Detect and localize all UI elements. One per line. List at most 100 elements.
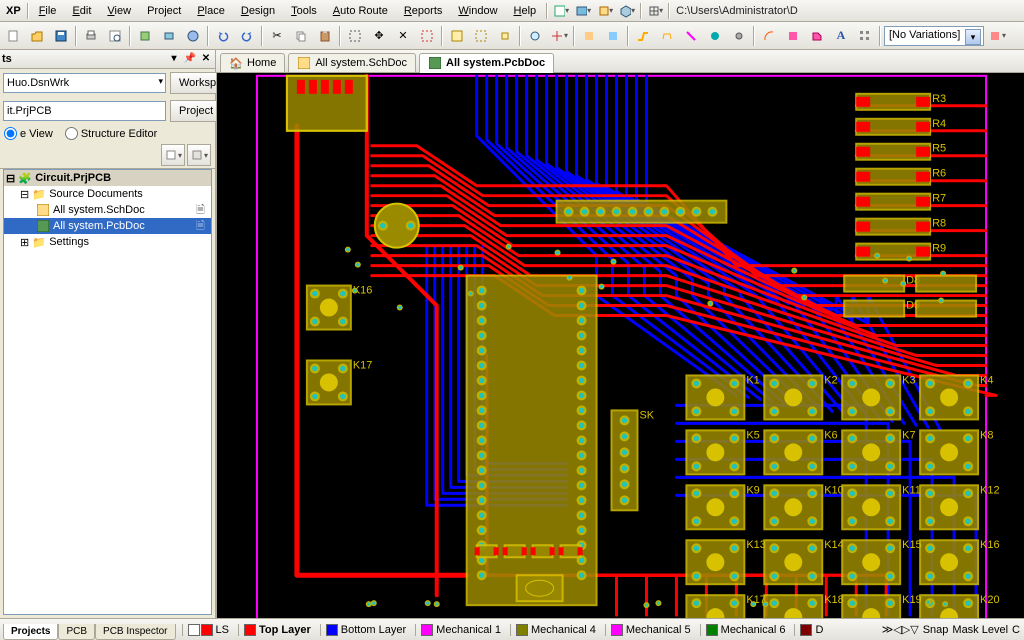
tool-explorer-icon[interactable] — [182, 25, 204, 47]
panel-dropdown-icon[interactable]: ▾ — [167, 52, 181, 66]
tool-fill-icon[interactable] — [782, 25, 804, 47]
tree-schdoc[interactable]: All system.SchDoc 🗎 — [4, 202, 211, 218]
tool-new-icon[interactable] — [2, 25, 24, 47]
tool-browse-icon[interactable] — [524, 25, 546, 47]
project-tree[interactable]: ⊟🧩 Circuit.PrjPCB ⊟📁 Source Documents Al… — [3, 169, 212, 615]
sb-mask[interactable]: Mask Level — [952, 624, 1008, 636]
panel-filter-icon[interactable] — [161, 144, 185, 166]
tab-schdoc[interactable]: All system.SchDoc — [288, 53, 416, 72]
menu-tools[interactable]: Tools — [283, 3, 325, 19]
dxp-button[interactable]: XP — [2, 3, 25, 19]
panel-close-icon[interactable]: ✕ — [199, 52, 213, 66]
tool-lib-icon[interactable] — [134, 25, 156, 47]
menu-place[interactable]: Place — [189, 3, 233, 19]
tool-preview-icon[interactable] — [104, 25, 126, 47]
menu-reports[interactable]: Reports — [396, 3, 451, 19]
tool-poly-icon[interactable] — [806, 25, 828, 47]
fileview-radio[interactable]: e View — [4, 127, 53, 140]
svg-text:R7: R7 — [932, 193, 946, 205]
tool-move-icon[interactable]: ✥ — [368, 25, 390, 47]
sb-snap[interactable]: Snap — [923, 624, 949, 636]
tool-grid-icon[interactable] — [647, 3, 663, 19]
status-tab-pcb[interactable]: PCB — [58, 624, 95, 640]
menu-view[interactable]: View — [99, 3, 139, 19]
tool-zoomarea-icon[interactable] — [470, 25, 492, 47]
tool-open-icon[interactable] — [26, 25, 48, 47]
svg-text:K19: K19 — [902, 594, 922, 606]
layer-tab[interactable]: Mechanical 1 — [415, 624, 506, 636]
menu-window[interactable]: Window — [450, 3, 505, 19]
tab-pcbdoc[interactable]: All system.PcbDoc — [419, 53, 554, 73]
project-button[interactable]: Project — [170, 100, 222, 122]
tool-cut-icon[interactable]: ✂ — [266, 25, 288, 47]
svg-text:R8: R8 — [932, 218, 946, 230]
tool-pad-icon[interactable] — [704, 25, 726, 47]
tool-fit-icon[interactable] — [446, 25, 468, 47]
svg-text:K1: K1 — [746, 374, 759, 386]
svg-text:K10: K10 — [824, 484, 844, 496]
tool-redo-icon[interactable] — [236, 25, 258, 47]
tree-source-folder[interactable]: ⊟📁 Source Documents — [4, 186, 211, 202]
tool-cross-icon[interactable] — [548, 25, 570, 47]
svg-text:K3: K3 — [902, 374, 915, 386]
status-bar: Projects PCB PCB Inspector LS Top LayerB… — [0, 618, 1024, 640]
status-tab-inspector[interactable]: PCB Inspector — [95, 624, 175, 640]
svg-text:K8: K8 — [980, 429, 993, 441]
tool-zoomsel-icon[interactable] — [494, 25, 516, 47]
tool-arc-icon[interactable] — [758, 25, 780, 47]
tool-altium2-icon[interactable] — [602, 25, 624, 47]
tree-settings[interactable]: ⊞📁 Settings — [4, 234, 211, 250]
tool-select-icon[interactable] — [344, 25, 366, 47]
menu-autoroute[interactable]: Auto Route — [325, 3, 396, 19]
sb-c[interactable]: C — [1012, 624, 1020, 636]
pcb-canvas[interactable]: K16K17SKR3R4R5R6R7R8R9D8D9K1K2K3K4K5K6K7… — [216, 73, 1024, 618]
tool-text-icon[interactable]: A — [830, 25, 852, 47]
tool-route-icon[interactable] — [632, 25, 654, 47]
layer-tab[interactable]: Mechanical 5 — [605, 624, 696, 636]
svg-text:K7: K7 — [902, 429, 915, 441]
tool-sheet-icon[interactable] — [553, 3, 569, 19]
tool-array-icon[interactable] — [854, 25, 876, 47]
layer-tab[interactable]: Mechanical 6 — [700, 624, 791, 636]
tool-undo-icon[interactable] — [212, 25, 234, 47]
menu-project[interactable]: Project — [139, 3, 189, 19]
tool-print-icon[interactable] — [80, 25, 102, 47]
tree-pcbdoc[interactable]: All system.PcbDoc 🗎 — [4, 218, 211, 234]
panel-pin-icon[interactable]: 📌 — [183, 52, 197, 66]
variations-combo[interactable]: [No Variations] — [884, 26, 984, 46]
svg-text:SK: SK — [639, 409, 654, 421]
layer-tab[interactable]: Top Layer — [238, 624, 316, 636]
panel-sort-icon[interactable] — [187, 144, 211, 166]
tool-deselect-icon[interactable]: ✕ — [392, 25, 414, 47]
project-input[interactable] — [3, 101, 166, 121]
menu-file[interactable]: File — [31, 3, 65, 19]
tree-project-root[interactable]: ⊟🧩 Circuit.PrjPCB — [4, 170, 211, 186]
layer-tab[interactable]: Bottom Layer — [320, 624, 411, 636]
tool-copy-icon[interactable] — [290, 25, 312, 47]
tool-interactive-icon[interactable] — [680, 25, 702, 47]
sb-scroll-icon[interactable]: ≫◁▷▽ — [882, 623, 919, 636]
tool-3d-icon[interactable] — [619, 3, 635, 19]
tool-device-icon[interactable] — [158, 25, 180, 47]
structure-radio[interactable]: Structure Editor — [65, 127, 157, 140]
tool-comp-icon[interactable] — [597, 3, 613, 19]
status-tab-projects[interactable]: Projects — [3, 624, 58, 640]
menu-help[interactable]: Help — [506, 3, 545, 19]
layer-tab[interactable]: D — [794, 624, 828, 636]
tool-via-icon[interactable] — [656, 25, 678, 47]
tool-layer-icon[interactable] — [575, 3, 591, 19]
svg-text:K14: K14 — [824, 539, 844, 551]
tool-altium1-icon[interactable] — [578, 25, 600, 47]
menu-edit[interactable]: Edit — [64, 3, 99, 19]
svg-text:K18: K18 — [824, 594, 844, 606]
tab-home[interactable]: 🏠 Home — [220, 53, 285, 72]
menu-design[interactable]: Design — [233, 3, 283, 19]
layer-tab[interactable]: Mechanical 4 — [510, 624, 601, 636]
tool-paste-icon[interactable] — [314, 25, 336, 47]
tool-save-icon[interactable] — [50, 25, 72, 47]
tool-var-icon[interactable] — [986, 25, 1008, 47]
tool-clear-icon[interactable] — [416, 25, 438, 47]
workspace-input[interactable] — [3, 73, 166, 93]
tool-via2-icon[interactable] — [728, 25, 750, 47]
layer-tabs: LS Top LayerBottom LayerMechanical 1Mech… — [182, 624, 878, 636]
